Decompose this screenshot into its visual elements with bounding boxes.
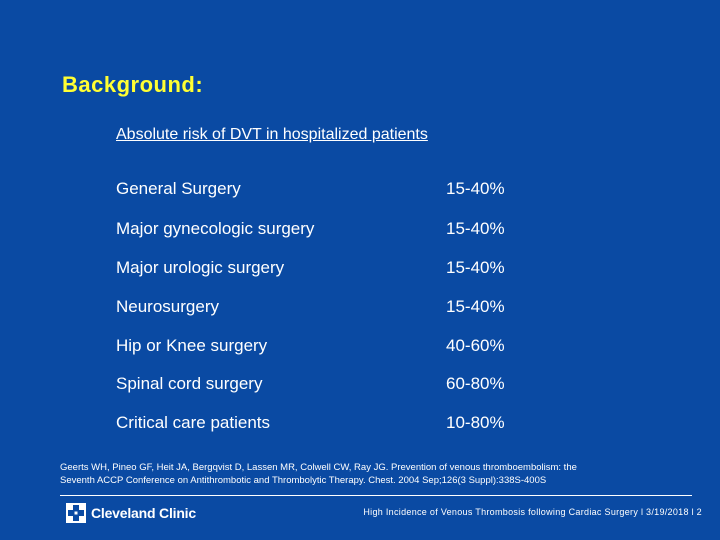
risk-row-value: 15-40%: [446, 179, 505, 198]
risk-row-label: Spinal cord surgery: [116, 374, 263, 393]
risk-row: Critical care patients 10-80%: [116, 413, 536, 437]
logo-text: Cleveland Clinic: [91, 505, 196, 521]
slide-subtitle: Absolute risk of DVT in hospitalized pat…: [116, 126, 428, 143]
citation-line: Geerts WH, Pineo GF, Heit JA, Bergqvist …: [60, 462, 577, 473]
risk-row: Neurosurgery 15-40%: [116, 297, 536, 321]
risk-row-label: Major urologic surgery: [116, 258, 285, 277]
citation-line: Seventh ACCP Conference on Antithromboti…: [60, 475, 547, 486]
risk-row: Major gynecologic surgery 15-40%: [116, 219, 536, 243]
cleveland-clinic-logo: Cleveland Clinic: [66, 503, 196, 523]
slide-title: Background:: [62, 72, 204, 97]
risk-row-value: 15-40%: [446, 258, 505, 277]
risk-row-value: 40-60%: [446, 336, 505, 355]
risk-row-label: General Surgery: [116, 179, 241, 198]
risk-row: Hip or Knee surgery 40-60%: [116, 336, 536, 360]
footer-divider: [60, 495, 692, 496]
risk-row-label: Critical care patients: [116, 413, 271, 432]
risk-row: Spinal cord surgery 60-80%: [116, 374, 536, 398]
risk-row-value: 15-40%: [446, 219, 505, 238]
risk-row-value: 15-40%: [446, 297, 505, 316]
cleveland-clinic-logo-icon: [66, 503, 86, 523]
footer-text: High Incidence of Venous Thrombosis foll…: [363, 507, 702, 517]
risk-row-label: Major gynecologic surgery: [116, 219, 315, 238]
risk-row-value: 10-80%: [446, 413, 505, 432]
risk-row-label: Neurosurgery: [116, 297, 219, 316]
risk-row-value: 60-80%: [446, 374, 505, 393]
risk-row-label: Hip or Knee surgery: [116, 336, 268, 355]
risk-row: Major urologic surgery 15-40%: [116, 258, 536, 282]
risk-row: General Surgery 15-40%: [116, 179, 536, 203]
citation: Geerts WH, Pineo GF, Heit JA, Bergqvist …: [60, 461, 700, 487]
